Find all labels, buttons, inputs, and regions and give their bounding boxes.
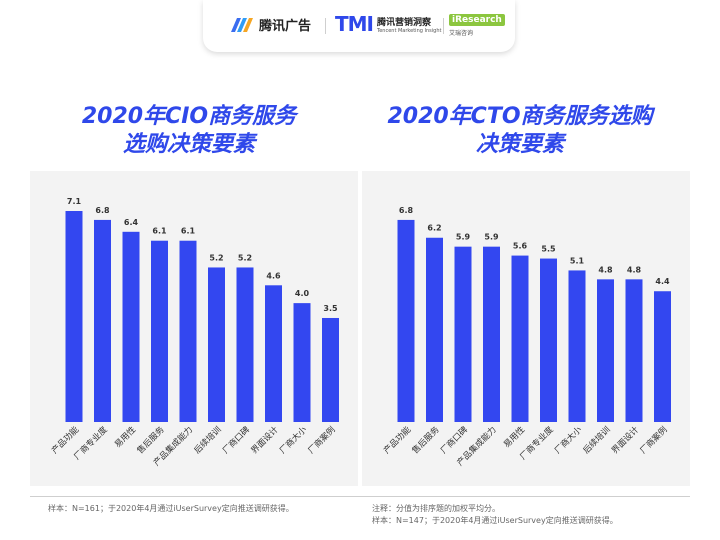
right-chart-title: 2020年CTO商务服务选购 决策要素	[350, 103, 690, 159]
left-chart-title: 2020年CIO商务服务 选购决策要素	[19, 103, 359, 159]
left-value-label-1: 7.1	[67, 197, 82, 206]
left-bar-chart: 7.1产品功能6.8厂商专业度6.4易用性6.1售后服务6.1产品集成能力5.2…	[49, 197, 339, 468]
right-category-label-2: 售后服务	[410, 424, 442, 456]
logo-sub-iresearch: 艾瑞咨询	[449, 30, 474, 37]
left-value-label-5: 6.1	[181, 227, 196, 236]
left-bar-10	[322, 317, 339, 422]
right-chart-title-line1: 2020年CTO商务服务选购	[387, 104, 653, 129]
right-footnote-note: 注释：分值为排序题的加权平均分。	[372, 504, 500, 513]
right-category-label-8: 后续培训	[581, 424, 613, 456]
right-value-label-9: 4.8	[627, 265, 642, 274]
logo-separator	[325, 18, 326, 34]
header-bar: 腾讯广告 TMI 腾讯营销洞察 Tencent Marketing Insigh…	[203, 0, 515, 52]
footnote-divider	[30, 496, 690, 497]
right-category-label-5: 易用性	[501, 424, 527, 450]
left-footnote: 样本：N=161；于2020年4月通过iUserSurvey定向推送调研获得。	[48, 504, 294, 513]
right-bar-7	[568, 270, 586, 422]
left-category-label-6: 后续培训	[192, 424, 224, 456]
right-value-label-2: 6.2	[427, 224, 441, 233]
right-value-label-8: 4.8	[598, 265, 613, 274]
left-bar-3	[122, 231, 140, 422]
left-value-label-8: 4.6	[266, 271, 281, 280]
logo-text-tmi: 腾讯营销洞察	[377, 17, 432, 28]
left-bar-5	[179, 240, 197, 422]
left-category-label-10: 厂商案例	[306, 424, 338, 456]
left-value-label-7: 5.2	[238, 253, 252, 262]
right-value-label-6: 5.5	[541, 245, 556, 254]
right-bar-10	[654, 291, 671, 422]
right-category-label-7: 厂商大小	[552, 424, 584, 456]
right-value-label-3: 5.9	[456, 233, 471, 242]
left-bar-1	[65, 211, 83, 422]
left-chart-panel: 7.1 产品功能 6.8 厂商专业度 6.4 易用性 6.1 售后服务 6.1 产品集成能力 5.2…	[30, 171, 358, 486]
left-bar-7	[236, 267, 254, 422]
right-bar-1	[397, 219, 415, 422]
left-chart-title-line2: 选购决策要素	[122, 132, 255, 157]
right-value-label-1: 6.8	[399, 206, 414, 215]
tmi-mark: TMI	[335, 12, 374, 36]
left-value-label-4: 6.1	[152, 227, 167, 236]
tencent-ads-logo: 腾讯广告	[229, 14, 311, 34]
right-value-label-5: 5.6	[513, 242, 528, 251]
right-value-label-10: 4.4	[655, 277, 670, 286]
left-category-label-7: 厂商口碑	[220, 424, 252, 456]
left-bar-6	[208, 267, 225, 422]
right-category-label-1: 产品功能	[381, 424, 413, 456]
right-bar-9	[625, 279, 643, 422]
logo-sub-tmi: Tencent Marketing Insight	[377, 27, 442, 34]
right-bar-2	[426, 237, 443, 422]
left-category-label-8: 界面设计	[249, 424, 281, 456]
logo-text-tencent-ads: 腾讯广告	[259, 18, 312, 34]
left-value-label-3: 6.4	[124, 218, 139, 227]
right-bar-3	[454, 246, 472, 422]
left-value-label-6: 5.2	[209, 253, 223, 262]
left-bar-2	[94, 219, 111, 422]
left-category-label-3: 易用性	[112, 424, 138, 450]
right-chart-panel: 6.8 产品功能 6.2 售后服务 5.9 厂商口碑 5.9 产品集成能力 5.6 易用性 5.5 厂…	[362, 171, 690, 486]
left-bar-4	[151, 240, 168, 422]
right-bar-chart: 6.8产品功能6.2售后服务5.9厂商口碑5.9产品集成能力5.6易用性5.5厂…	[381, 206, 671, 468]
tencent-ads-icon	[231, 18, 253, 32]
left-category-label-9: 厂商大小	[277, 424, 309, 456]
left-value-label-9: 4.0	[295, 289, 310, 298]
logo-separator	[443, 18, 444, 34]
logo-text-iresearch: iResearch	[449, 14, 505, 26]
right-chart-title-line2: 决策要素	[475, 132, 564, 157]
right-value-label-7: 5.1	[570, 256, 585, 265]
right-bar-6	[540, 258, 557, 422]
right-value-label-4: 5.9	[484, 233, 499, 242]
right-bar-4	[483, 246, 500, 422]
right-footnote-sample: 样本：N=147；于2020年4月通过iUserSurvey定向推送调研获得。	[372, 516, 618, 525]
left-bar-9	[293, 303, 311, 422]
left-value-label-2: 6.8	[95, 206, 110, 215]
tmi-logo: TMI 腾讯营销洞察 Tencent Marketing Insight	[335, 12, 441, 36]
right-bar-5	[511, 255, 529, 422]
left-bar-8	[265, 285, 282, 422]
right-category-label-10: 厂商案例	[638, 424, 670, 456]
right-bar-8	[597, 279, 614, 422]
right-category-label-9: 界面设计	[609, 424, 641, 456]
left-value-label-10: 3.5	[323, 304, 338, 313]
iresearch-logo: iResearch 艾瑞咨询	[449, 14, 505, 37]
left-chart-title-line1: 2020年CIO商务服务	[81, 104, 297, 129]
